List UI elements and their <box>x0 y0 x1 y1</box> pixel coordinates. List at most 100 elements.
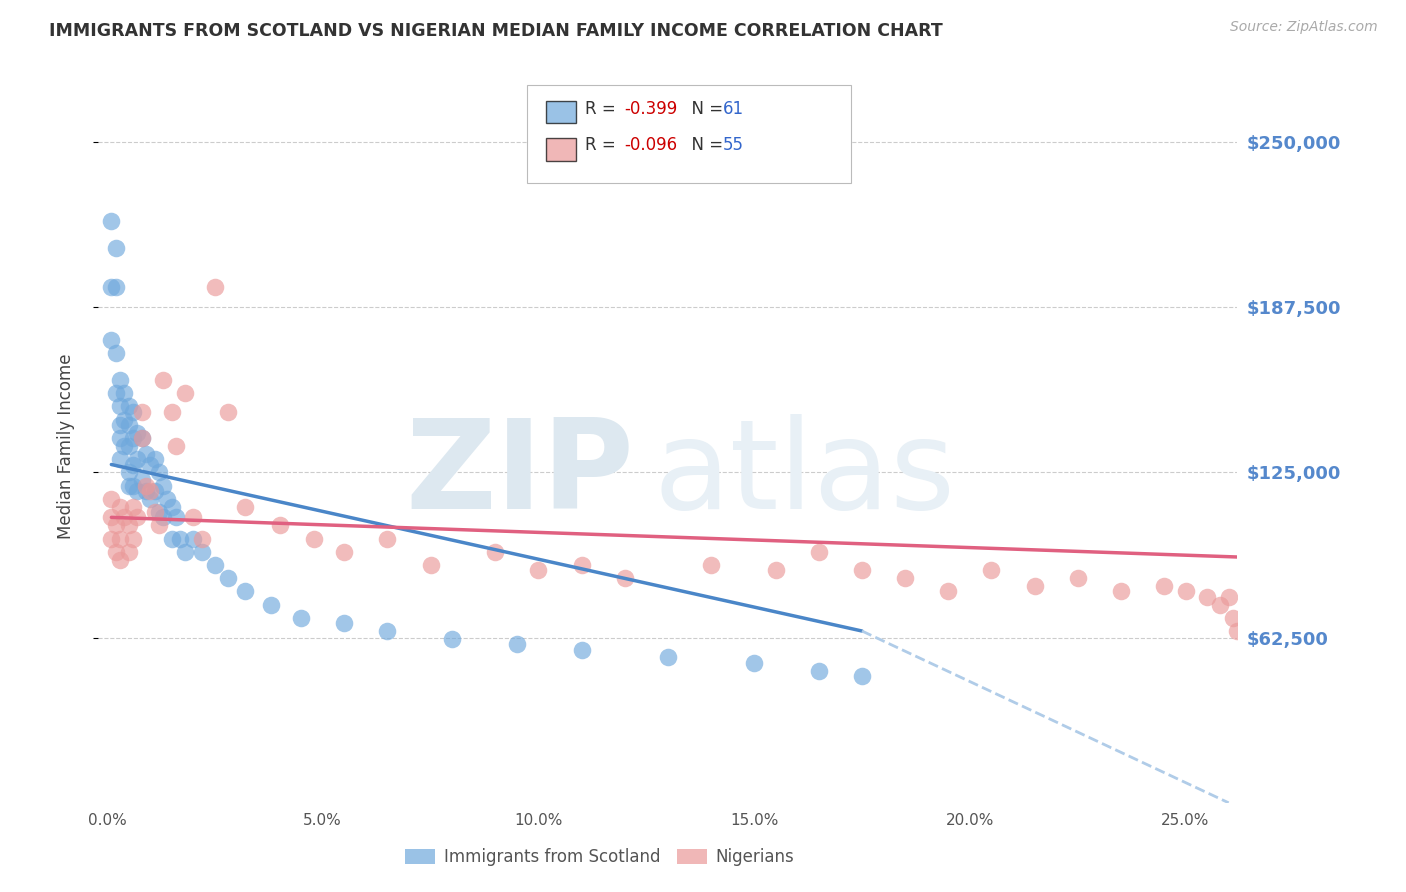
Point <box>1153 579 1175 593</box>
Point <box>1066 571 1088 585</box>
Point <box>156 491 179 506</box>
Legend: Immigrants from Scotland, Nigerians: Immigrants from Scotland, Nigerians <box>398 842 800 873</box>
Point <box>165 439 187 453</box>
Point <box>419 558 441 572</box>
Point <box>441 632 464 646</box>
Point <box>1024 579 1046 593</box>
Point <box>1218 590 1240 604</box>
Point <box>112 510 135 524</box>
Point <box>117 478 139 492</box>
Text: IMMIGRANTS FROM SCOTLAND VS NIGERIAN MEDIAN FAMILY INCOME CORRELATION CHART: IMMIGRANTS FROM SCOTLAND VS NIGERIAN MED… <box>49 22 943 40</box>
Point <box>104 280 127 294</box>
Point <box>152 478 174 492</box>
Point <box>104 241 127 255</box>
Point <box>100 214 122 228</box>
Point <box>117 518 139 533</box>
Point <box>217 404 239 418</box>
Point <box>1197 590 1219 604</box>
Point <box>139 483 162 498</box>
Point <box>204 280 226 294</box>
Point <box>260 598 283 612</box>
Text: -0.096: -0.096 <box>624 136 678 153</box>
Point <box>169 532 191 546</box>
Point <box>117 439 139 453</box>
Point <box>112 386 135 401</box>
Point <box>1174 584 1197 599</box>
Point <box>148 466 170 480</box>
Point <box>135 478 157 492</box>
Point <box>191 532 214 546</box>
Point <box>104 346 127 360</box>
Point <box>204 558 226 572</box>
Point <box>527 563 550 577</box>
Point <box>191 545 214 559</box>
Point <box>183 510 205 524</box>
Point <box>377 532 399 546</box>
Point <box>117 417 139 432</box>
Point <box>143 505 166 519</box>
Point <box>135 447 157 461</box>
Point <box>100 510 122 524</box>
Point <box>100 532 122 546</box>
Point <box>183 532 205 546</box>
Point <box>127 510 149 524</box>
Point <box>290 611 312 625</box>
Point <box>173 545 195 559</box>
Point <box>143 452 166 467</box>
Point <box>333 545 356 559</box>
Text: 61: 61 <box>723 100 744 118</box>
Point <box>131 474 153 488</box>
Text: 55: 55 <box>723 136 744 153</box>
Point <box>742 656 765 670</box>
Text: R =: R = <box>585 136 621 153</box>
Point <box>173 386 195 401</box>
Point <box>112 439 135 453</box>
Point <box>127 425 149 440</box>
Point <box>377 624 399 638</box>
Text: atlas: atlas <box>654 414 956 535</box>
Text: ZIP: ZIP <box>405 414 634 535</box>
Point <box>104 386 127 401</box>
Point <box>117 545 139 559</box>
Point <box>139 491 162 506</box>
Point <box>160 532 183 546</box>
Point <box>122 532 145 546</box>
Point <box>104 518 127 533</box>
Point <box>108 373 131 387</box>
Point <box>100 280 122 294</box>
Point <box>807 545 830 559</box>
Point <box>217 571 239 585</box>
Point <box>936 584 959 599</box>
Point <box>100 333 122 347</box>
Point <box>108 552 131 566</box>
Point <box>112 412 135 426</box>
Point <box>100 491 122 506</box>
Text: -0.399: -0.399 <box>624 100 678 118</box>
Point <box>1109 584 1132 599</box>
Point <box>108 500 131 514</box>
Point <box>122 458 145 472</box>
Point <box>269 518 291 533</box>
Point <box>143 483 166 498</box>
Point <box>117 466 139 480</box>
Point <box>127 483 149 498</box>
Text: Source: ZipAtlas.com: Source: ZipAtlas.com <box>1230 20 1378 34</box>
Point <box>117 400 139 414</box>
Point <box>122 404 145 418</box>
Point <box>657 650 679 665</box>
Point <box>1209 598 1232 612</box>
Point <box>108 452 131 467</box>
Point <box>135 483 157 498</box>
Point <box>131 431 153 445</box>
Point <box>152 373 174 387</box>
Point <box>333 616 356 631</box>
Point <box>131 431 153 445</box>
Point <box>302 532 325 546</box>
Text: N =: N = <box>681 136 728 153</box>
Point <box>765 563 787 577</box>
Point <box>148 518 170 533</box>
Point <box>165 510 187 524</box>
Text: R =: R = <box>585 100 621 118</box>
Point <box>571 642 593 657</box>
Point <box>127 452 149 467</box>
